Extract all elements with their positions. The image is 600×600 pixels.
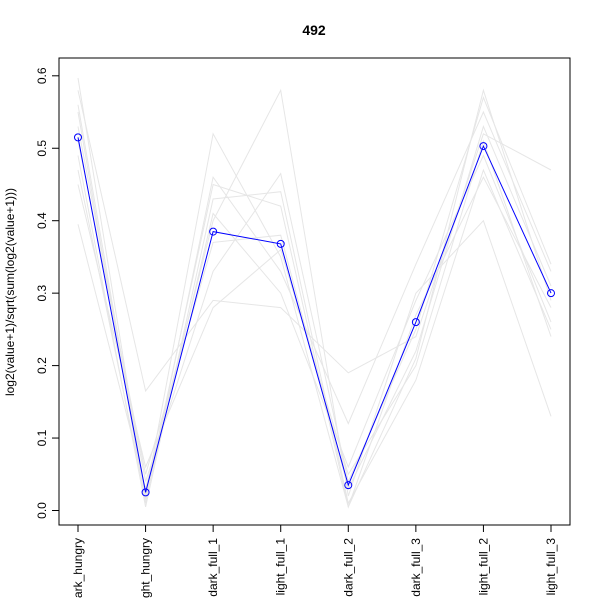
background-series-line-6 [77, 95, 552, 484]
highlight-series-group [74, 133, 555, 497]
background-series-group [77, 77, 552, 509]
x-tick-label: light_full_3 [544, 538, 558, 596]
data-point-light_full_3 [547, 289, 555, 298]
x-axis: ark_hungry ght_hungry dark_full_1 light_ful… [71, 525, 558, 598]
y-tick-label: 0.0 [35, 502, 49, 519]
background-series-line-4 [77, 110, 552, 504]
highlight-series-line [77, 137, 552, 493]
y-tick-label: 0.3 [35, 284, 49, 301]
x-tick-label: ght_hungry [139, 538, 153, 598]
background-series-line-9 [77, 104, 552, 509]
x-tick-label: ark_hungry [71, 538, 85, 598]
y-axis-label: log2(value+1)/sqrt(sum(log2(value+1))) [3, 188, 17, 396]
plot-frame [58, 57, 571, 526]
y-tick-label: 0.1 [35, 429, 49, 446]
x-tick-label: light_full_2 [476, 538, 490, 596]
x-tick-label: dark_full_1 [206, 538, 220, 597]
y-tick-label: 0.5 [35, 140, 49, 157]
x-tick-label: dark_full_3 [409, 538, 423, 597]
background-series-line-2 [77, 90, 552, 393]
data-point-light_full_1 [276, 239, 285, 248]
data-point-dark_full_1 [209, 227, 218, 236]
y-axis: 0.0 0.1 0.2 0.3 0.4 0.5 0.6 [35, 67, 59, 519]
background-series-line-5 [77, 155, 552, 508]
x-tick-label: dark_full_2 [341, 538, 355, 597]
data-point-light_hungry [141, 488, 150, 497]
data-point-light_full_2 [479, 142, 488, 151]
y-tick-label: 0.4 [35, 212, 49, 229]
y-tick-label: 0.6 [35, 67, 49, 84]
data-point-dark_hungry [74, 133, 82, 142]
chart-title: 492 [302, 22, 326, 38]
background-series-line-10 [77, 139, 552, 476]
x-tick-label: light_full_1 [274, 538, 288, 596]
y-tick-label: 0.2 [35, 357, 49, 374]
data-point-dark_full_2 [344, 481, 353, 490]
data-point-dark_full_3 [411, 318, 420, 327]
